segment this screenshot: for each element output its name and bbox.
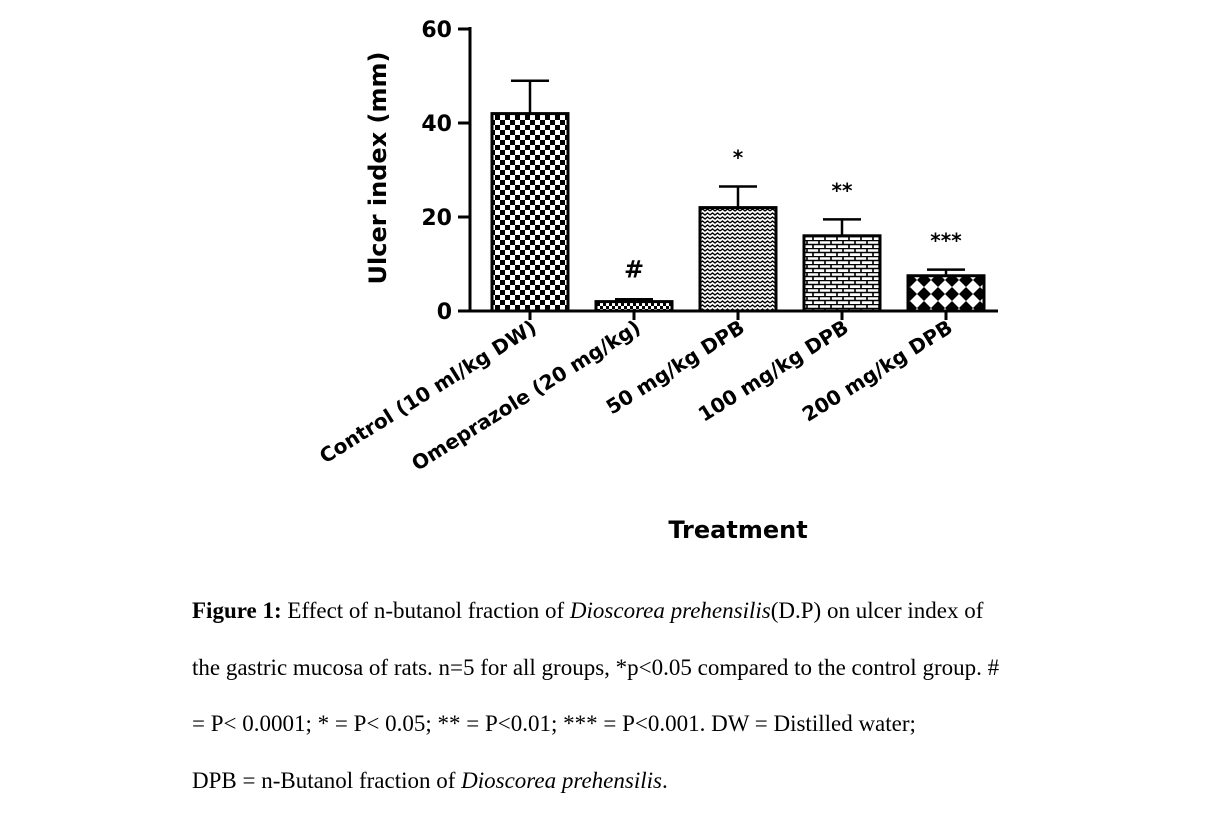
y-tick-label: 40 [421,112,452,137]
bar [490,112,570,313]
caption-line-4: DPB = n-Butanol fraction of Dioscorea pr… [192,768,1092,794]
significance-label: * [733,145,744,169]
bar [594,300,674,313]
x-axis-label: Treatment [668,516,807,544]
caption-line-3: = P< 0.0001; * = P< 0.05; ** = P<0.01; *… [192,711,916,736]
caption-text-1b: (D.P) on ulcer index of [770,598,984,623]
y-tick-label: 60 [421,18,452,43]
species-name: Dioscorea prehensilis [569,598,771,623]
significance-label: ** [832,178,853,202]
figure-label: Figure 1: [192,598,282,623]
y-axis-label: Ulcer index (mm) [364,52,392,285]
significance-label: # [624,255,644,283]
caption-line-1: Figure 1: Effect of n-butanol fraction o… [192,598,1092,624]
bar [698,206,778,313]
significance-label: *** [930,229,962,253]
caption-text-4a: DPB = n-Butanol fraction of [192,768,462,793]
caption-line-2: the gastric mucosa of rats. n=5 for all … [192,655,1000,680]
y-tick-label: 20 [421,206,452,231]
caption-text-1a: Effect of n-butanol fraction of [281,598,570,623]
y-tick-label: 0 [437,300,452,325]
bar [906,274,986,313]
caption-text-4b: . [661,768,668,793]
bar [802,234,882,313]
species-name-2: Dioscorea prehensilis [461,768,662,793]
